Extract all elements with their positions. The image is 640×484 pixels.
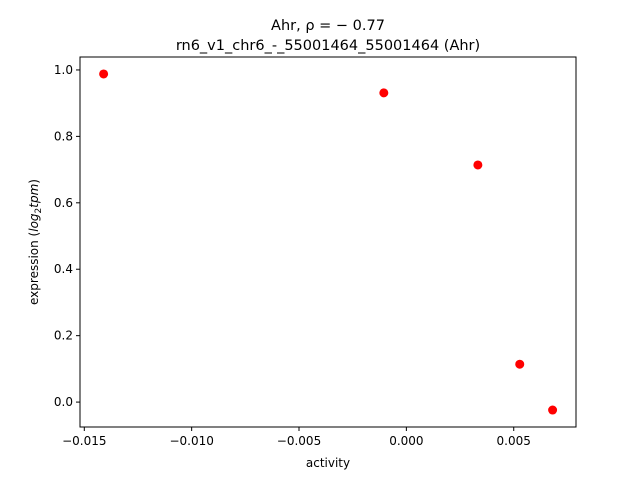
data-point: [473, 160, 483, 170]
x-tick-label: 0.000: [389, 434, 423, 448]
y-tick-label: 0.4: [54, 262, 73, 276]
data-point: [548, 405, 558, 415]
y-tick-label: 0.0: [54, 395, 73, 409]
chart-subtitle: rn6_v1_chr6_-_55001464_55001464 (Ahr): [176, 38, 480, 54]
y-axis-label: expression (log2tpm): [27, 179, 44, 305]
x-axis-label: activity: [306, 456, 350, 470]
y-tick-label: 1.0: [54, 63, 73, 77]
y-tick-label: 0.6: [54, 196, 73, 210]
y-tick-label: 0.2: [54, 329, 73, 343]
chart-title: Ahr, ρ = − 0.77: [271, 18, 385, 34]
x-tick-label: −0.005: [277, 434, 321, 448]
x-tick-label: 0.005: [497, 434, 531, 448]
y-tick-label: 0.8: [54, 129, 73, 143]
data-point: [515, 359, 525, 369]
plot-frame: [79, 56, 577, 428]
data-point: [379, 88, 389, 98]
x-tick-label: −0.010: [169, 434, 213, 448]
x-tick-label: −0.015: [62, 434, 106, 448]
data-point: [99, 69, 109, 79]
